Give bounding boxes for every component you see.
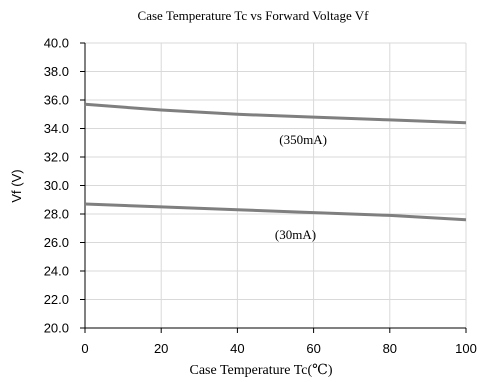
series-line-0: [84, 102, 467, 125]
series-lines: [84, 102, 467, 222]
y-tick-label: 30.0: [44, 178, 69, 193]
y-tick-label: 36.0: [44, 93, 69, 108]
chart-title: Case Temperature Tc vs Forward Voltage V…: [138, 8, 370, 23]
axes: [80, 42, 467, 333]
series-line-1: [84, 202, 467, 222]
y-axis-label: Vf (V): [9, 169, 24, 202]
x-tick-label: 100: [455, 341, 477, 356]
y-tick-label: 34.0: [44, 121, 69, 136]
x-tick-label: 80: [383, 341, 397, 356]
x-tick-label: 40: [230, 341, 244, 356]
series-label-1: (30mA): [275, 227, 316, 242]
y-tick-labels: 20.0 22.0 24.0 26.0 28.0 30.0 32.0 34.0 36.0 38.0…: [44, 36, 69, 336]
x-tick-labels: 0 20 40 60 80 100: [81, 341, 476, 356]
series-label-0: (350mA): [279, 132, 327, 147]
x-tick-label: 0: [81, 341, 88, 356]
y-tick-label: 20.0: [44, 321, 69, 336]
x-tick-label: 20: [154, 341, 168, 356]
y-tick-label: 40.0: [44, 36, 69, 51]
y-tick-label: 32.0: [44, 150, 69, 165]
y-tick-label: 28.0: [44, 207, 69, 222]
x-tick-label: 60: [306, 341, 320, 356]
y-tick-label: 26.0: [44, 235, 69, 250]
x-axis-label: Case Temperature Tc(℃): [189, 363, 332, 378]
grid: [84, 42, 467, 329]
y-tick-label: 38.0: [44, 64, 69, 79]
y-tick-label: 22.0: [44, 292, 69, 307]
y-tick-label: 24.0: [44, 264, 69, 279]
series-labels: (350mA) (30mA): [275, 132, 327, 242]
